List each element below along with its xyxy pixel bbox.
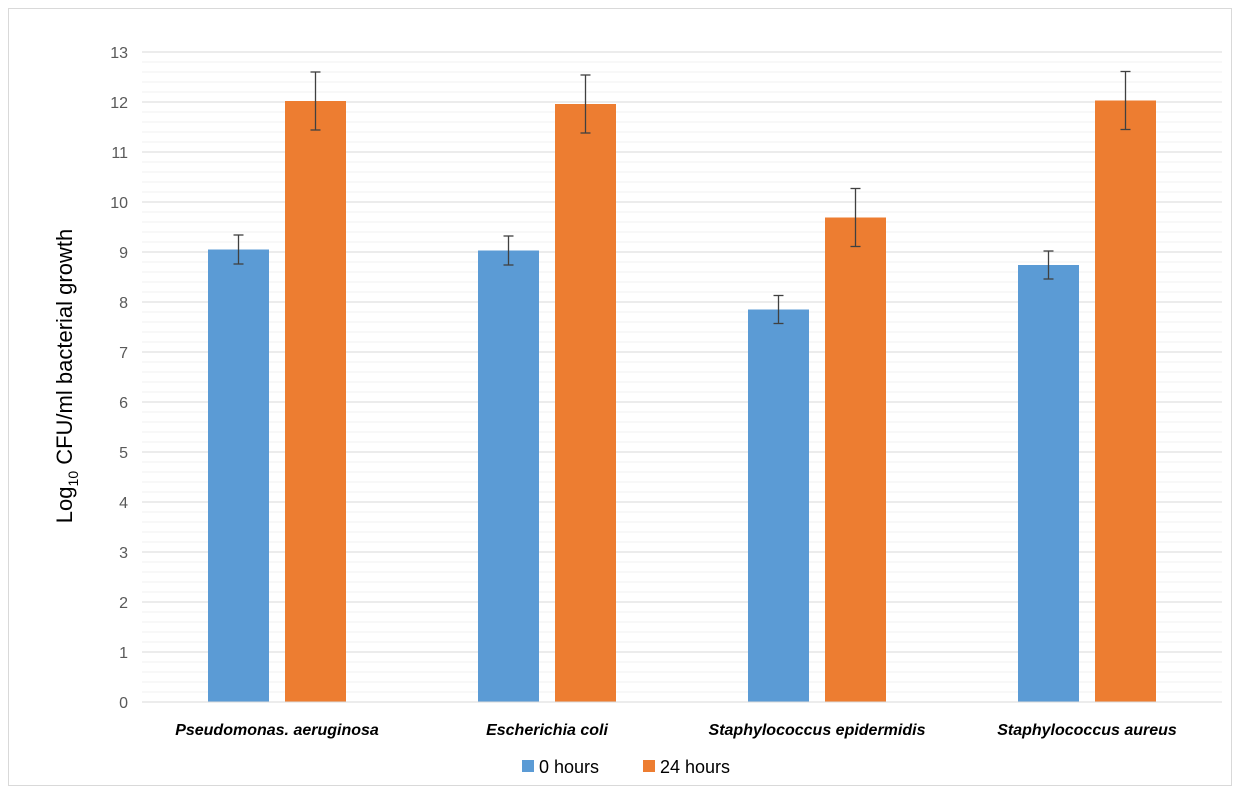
y-tick-label: 3 — [119, 545, 128, 562]
x-category-label: Staphylococcus epidermidis — [709, 722, 926, 739]
bar-0h — [1018, 265, 1079, 702]
bar-0h — [478, 250, 539, 702]
bar-0h — [208, 249, 269, 702]
x-category-label: Pseudomonas. aeruginosa — [175, 722, 379, 739]
y-tick-label: 10 — [110, 195, 128, 212]
x-category-label: Escherichia coli — [486, 722, 608, 739]
bar-24h — [825, 217, 886, 702]
y-axis-title-suffix: CFU/ml bacterial growth — [52, 229, 77, 471]
y-tick-label: 2 — [119, 595, 128, 612]
y-tick-label: 4 — [119, 495, 128, 512]
y-axis-title-prefix: Log — [52, 486, 77, 523]
y-tick-label: 6 — [119, 395, 128, 412]
y-tick-label: 11 — [111, 145, 128, 162]
bar-24h — [285, 101, 346, 702]
x-axis-labels: Pseudomonas. aeruginosa Escherichia coli S… — [175, 722, 1177, 739]
legend-label: 0 hours — [539, 757, 599, 777]
legend-swatch — [522, 760, 534, 772]
y-tick-label: 13 — [110, 45, 128, 62]
error-bars — [233, 70, 1131, 325]
y-tick-label: 1 — [119, 645, 128, 662]
y-axis-title-subscript: 10 — [65, 471, 81, 487]
legend-label: 24 hours — [660, 757, 730, 777]
legend-swatch — [643, 760, 655, 772]
x-category-label: Staphylococcus aureus — [997, 722, 1177, 739]
bar-24h — [1095, 100, 1156, 702]
legend: 0 hours 24 hours — [522, 757, 730, 777]
y-axis-title: Log10 CFU/ml bacterial growth — [52, 229, 81, 523]
y-tick-label: 12 — [110, 95, 128, 112]
bar-0h — [748, 309, 809, 702]
y-tick-label: 7 — [119, 345, 128, 362]
bar-24h — [555, 104, 616, 702]
bars — [208, 100, 1156, 702]
y-tick-label: 9 — [119, 245, 128, 262]
y-tick-label: 5 — [119, 445, 128, 462]
y-tick-label: 0 — [119, 695, 128, 712]
y-tick-label: 8 — [119, 295, 128, 312]
